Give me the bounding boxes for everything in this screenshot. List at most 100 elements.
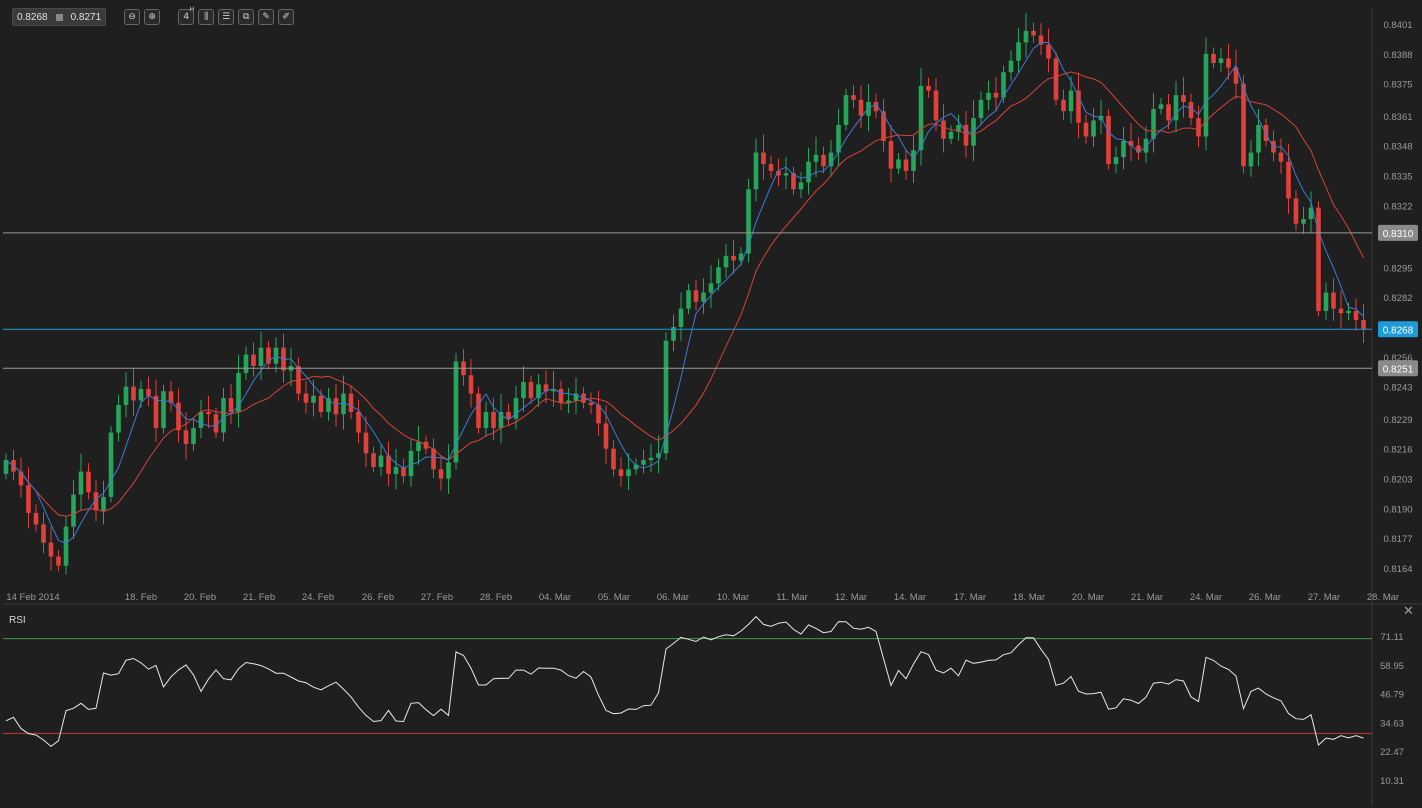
- candle-body[interactable]: [1353, 310, 1359, 321]
- price-panel[interactable]: 0.8310 0.8268 0.8251 0.8401 0.8388 0.8375 0.83…: [3, 8, 1422, 806]
- candle-body[interactable]: [483, 411, 489, 428]
- candle-body[interactable]: [701, 292, 706, 302]
- candle-body[interactable]: [1241, 83, 1246, 167]
- candle-body[interactable]: [1188, 102, 1194, 119]
- candle-body[interactable]: [761, 152, 766, 165]
- candle-body[interactable]: [573, 393, 579, 401]
- candle-body[interactable]: [1181, 95, 1186, 103]
- candle-body[interactable]: [888, 141, 894, 169]
- candle-body[interactable]: [731, 255, 736, 261]
- candle-body[interactable]: [1106, 115, 1111, 165]
- candle-body[interactable]: [356, 411, 361, 433]
- candle-body[interactable]: [641, 460, 646, 465]
- rsi-close-icon[interactable]: ✕: [1403, 604, 1414, 619]
- candle-body[interactable]: [48, 542, 54, 557]
- candle-body[interactable]: [783, 173, 789, 176]
- indicators-icon[interactable]: ☰: [218, 9, 235, 25]
- candle-body[interactable]: [806, 161, 811, 183]
- candle-body[interactable]: [1323, 292, 1329, 311]
- candle-body[interactable]: [948, 131, 954, 139]
- candle-body[interactable]: [131, 386, 136, 401]
- candle-body[interactable]: [663, 340, 669, 454]
- candle-body[interactable]: [873, 102, 879, 112]
- candle-body[interactable]: [791, 173, 796, 190]
- zoom-in-icon[interactable]: ⊕: [144, 9, 161, 25]
- candle-body[interactable]: [393, 467, 399, 474]
- candle-body[interactable]: [1151, 108, 1156, 139]
- candle-body[interactable]: [836, 124, 841, 153]
- candle-body[interactable]: [266, 347, 271, 364]
- candle-body[interactable]: [1083, 122, 1089, 137]
- candle-body[interactable]: [311, 395, 316, 403]
- candle-body[interactable]: [716, 267, 721, 284]
- candle-body[interactable]: [251, 354, 256, 367]
- candle-body[interactable]: [243, 354, 249, 373]
- candle-body[interactable]: [1278, 152, 1284, 162]
- candle-body[interactable]: [228, 398, 234, 412]
- candle-body[interactable]: [618, 469, 624, 477]
- candle-body[interactable]: [221, 398, 226, 433]
- bid-ask-box[interactable]: 0.8268 0.8271: [12, 8, 107, 26]
- candle-body[interactable]: [476, 393, 481, 428]
- candle-body[interactable]: [1166, 104, 1171, 121]
- candle-body[interactable]: [63, 526, 69, 566]
- candle-body[interactable]: [183, 430, 189, 445]
- candle-body[interactable]: [558, 388, 564, 403]
- candle-body[interactable]: [1091, 120, 1096, 137]
- candle-body[interactable]: [236, 372, 241, 412]
- candle-body[interactable]: [1196, 118, 1201, 137]
- candle-body[interactable]: [723, 255, 729, 268]
- candle-body[interactable]: [168, 391, 174, 403]
- candle-body[interactable]: [1046, 44, 1051, 59]
- zoom-out-icon[interactable]: ⊖: [124, 9, 141, 25]
- candle-body[interactable]: [941, 120, 946, 139]
- candle-body[interactable]: [678, 308, 684, 327]
- candle-body[interactable]: [746, 189, 751, 254]
- candle-body[interactable]: [768, 164, 774, 171]
- candle-body[interactable]: [371, 453, 376, 468]
- candle-body[interactable]: [611, 448, 616, 470]
- candle-body[interactable]: [446, 462, 451, 479]
- candle-body[interactable]: [78, 471, 84, 495]
- candle-body[interactable]: [498, 411, 504, 428]
- candle-body[interactable]: [93, 492, 99, 511]
- candle-body[interactable]: [303, 393, 309, 403]
- candle-body[interactable]: [656, 453, 661, 458]
- candle-body[interactable]: [738, 253, 744, 261]
- candle-body[interactable]: [776, 170, 781, 176]
- candle-body[interactable]: [1226, 58, 1231, 68]
- candle-body[interactable]: [1136, 145, 1141, 153]
- candle-body[interactable]: [513, 398, 519, 419]
- candle-body[interactable]: [453, 361, 459, 463]
- candle-body[interactable]: [828, 152, 834, 167]
- candle-body[interactable]: [956, 124, 961, 132]
- candle-body[interactable]: [86, 471, 91, 493]
- candle-body[interactable]: [1211, 53, 1216, 64]
- candle-body[interactable]: [1053, 58, 1059, 100]
- candle-body[interactable]: [198, 411, 204, 428]
- candle-body[interactable]: [33, 512, 39, 525]
- draw-tool-icon[interactable]: ✎: [258, 9, 275, 25]
- candle-body[interactable]: [1121, 141, 1126, 158]
- candle-body[interactable]: [258, 347, 264, 367]
- candle-body[interactable]: [881, 111, 886, 142]
- candle-body[interactable]: [1061, 99, 1066, 112]
- candle-body[interactable]: [918, 85, 924, 151]
- candle-body[interactable]: [416, 441, 421, 451]
- candle-body[interactable]: [1008, 60, 1014, 73]
- candle-body[interactable]: [986, 92, 991, 100]
- candle-body[interactable]: [26, 485, 31, 513]
- candle-body[interactable]: [333, 398, 339, 415]
- candle-body[interactable]: [543, 384, 549, 392]
- candle-body[interactable]: [858, 99, 864, 116]
- candle-body[interactable]: [708, 283, 714, 293]
- candle-body[interactable]: [1256, 124, 1261, 153]
- candle-body[interactable]: [408, 450, 414, 477]
- candle-body[interactable]: [926, 85, 931, 91]
- candle-body[interactable]: [528, 382, 534, 399]
- candle-body[interactable]: [798, 182, 804, 190]
- candle-body[interactable]: [146, 388, 151, 396]
- candle-body[interactable]: [1308, 207, 1314, 220]
- candle-body[interactable]: [1346, 310, 1351, 314]
- candle-body[interactable]: [1286, 161, 1291, 199]
